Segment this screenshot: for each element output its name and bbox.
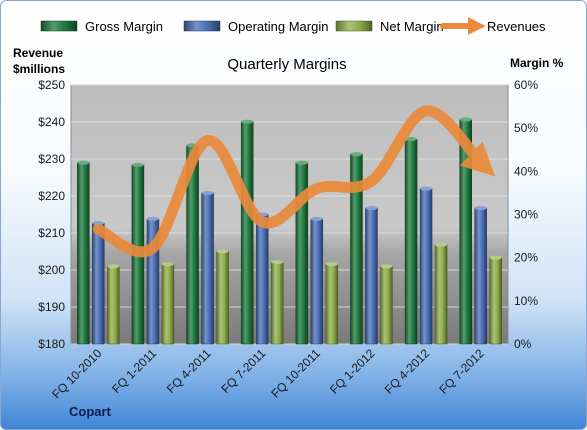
left-axis-tick-label: $180 — [38, 337, 65, 351]
bar-gross-margin — [77, 162, 90, 345]
bar-top-cap — [435, 242, 448, 247]
legend-item-net-margin: Net Margin — [380, 19, 444, 34]
bar-top-cap — [201, 190, 214, 195]
left-axis-tick-label: $230 — [38, 152, 65, 166]
bar-top-cap — [241, 119, 254, 124]
bar-top-cap — [295, 160, 308, 165]
bar-top-cap — [216, 249, 229, 254]
legend-item-gross-margin: Gross Margin — [85, 19, 163, 34]
bar-top-cap — [161, 262, 174, 267]
x-axis-tick-label: FQ 10-2011 — [268, 346, 323, 401]
bar-top-cap — [489, 255, 502, 260]
left-axis-tick-label: $240 — [38, 115, 65, 129]
bar-net-margin — [107, 266, 120, 345]
bar-top-cap — [405, 136, 418, 141]
right-axis-tick-label: 20% — [514, 251, 538, 265]
left-axis-tick-label: $220 — [38, 189, 65, 203]
bar-top-cap — [325, 262, 338, 267]
bar-top-cap — [107, 264, 120, 269]
left-axis-tick-label: $250 — [38, 78, 65, 92]
legend-item-revenues: Revenues — [487, 19, 546, 34]
bar-operating-margin — [419, 188, 433, 345]
bar-top-cap — [365, 206, 378, 211]
bar-operating-margin — [92, 222, 105, 345]
bar-top-cap — [131, 162, 144, 167]
bar-net-margin — [489, 257, 502, 345]
left-axis-tick-label: $210 — [38, 226, 65, 240]
bar-top-cap — [459, 117, 472, 122]
right-axis-tick-label: 50% — [514, 121, 538, 135]
bar-operating-margin — [365, 207, 378, 345]
legend-swatch — [183, 20, 221, 32]
bar-top-cap — [310, 216, 323, 221]
bar-top-cap — [146, 216, 159, 221]
x-axis-tick-label: FQ 1-2011 — [109, 346, 159, 396]
right-axis-tick-label: 0% — [514, 337, 532, 351]
chart-title: Quarterly Margins — [227, 56, 346, 73]
legend-swatch — [40, 20, 78, 32]
x-axis-tick-label: FQ 4-2011 — [164, 346, 214, 396]
right-axis-tick-label: 40% — [514, 164, 538, 178]
revenues-line — [92, 105, 496, 258]
bar-net-margin — [380, 266, 393, 345]
bar-net-margin — [270, 261, 284, 345]
bar-net-margin — [325, 263, 339, 345]
x-axis-tick-label: FQ 1-2012 — [327, 346, 378, 397]
legend-item-operating-margin: Operating Margin — [228, 19, 328, 34]
left-axis-title: $millions — [13, 62, 65, 76]
bar-gross-margin — [404, 138, 418, 345]
bar-operating-margin — [474, 207, 487, 345]
bar-net-margin — [216, 250, 229, 345]
bar-top-cap — [77, 160, 90, 165]
right-axis-tick-label: 10% — [514, 294, 538, 308]
bar-top-cap — [474, 206, 487, 211]
x-axis-tick-label: FQ 7-2012 — [436, 346, 487, 397]
bar-operating-margin — [201, 192, 214, 345]
bar-net-margin — [161, 263, 175, 345]
right-axis-title: Margin % — [510, 56, 564, 70]
bar-top-cap — [92, 221, 105, 226]
x-axis-tick-label: FQ 7-2011 — [218, 346, 268, 396]
x-axis-tick-label: FQ 10-2010 — [49, 346, 104, 401]
bar-net-margin — [434, 244, 448, 345]
bar-top-cap — [350, 152, 363, 157]
x-axis-tick-label: FQ 4-2012 — [382, 346, 433, 397]
right-axis-tick-label: 30% — [514, 208, 538, 222]
bar-top-cap — [420, 186, 433, 191]
bar-operating-margin — [255, 214, 269, 345]
left-axis-tick-label: $200 — [38, 263, 65, 277]
bar-gross-margin — [240, 121, 254, 345]
bar-operating-margin — [310, 218, 324, 345]
company-label: Copart — [69, 404, 112, 419]
left-axis-tick-label: $190 — [38, 300, 65, 314]
bar-top-cap — [380, 264, 393, 269]
legend-swatch — [335, 20, 373, 32]
left-axis-title: Revenue — [13, 46, 63, 60]
bar-top-cap — [271, 259, 284, 264]
right-axis-tick-label: 60% — [514, 78, 538, 92]
